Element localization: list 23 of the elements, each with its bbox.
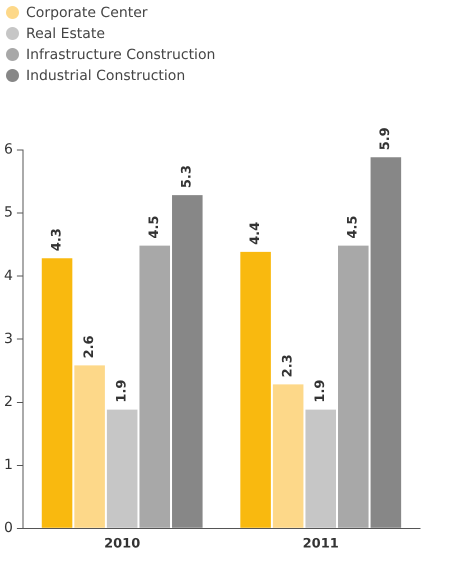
legend-label: Corporate Center	[26, 4, 148, 20]
y-tick-label: 0	[4, 520, 13, 536]
data-label: 1.9	[313, 380, 328, 403]
data-label: 4.3	[49, 228, 64, 252]
legend-label: Real Estate	[26, 26, 105, 42]
data-label: 4.5	[147, 216, 162, 239]
y-tick-label: 3	[4, 330, 13, 347]
y-tick-label: 4	[4, 268, 13, 284]
legend-label: Infrastructure Construction	[26, 46, 216, 62]
y-tick-label: 1	[4, 456, 13, 473]
x-tick-label: 2010	[104, 536, 140, 552]
data-label: 2.3	[280, 354, 296, 378]
x-tick-label: 2011	[302, 536, 339, 552]
data-label: 4.4	[248, 222, 263, 245]
data-label: 5.9	[378, 127, 394, 150]
legend-label: Industrial Construction	[26, 68, 186, 84]
data-label: 4.5	[346, 216, 361, 239]
y-tick-label: 6	[4, 142, 13, 158]
data-label: 5.3	[180, 165, 195, 188]
y-tick-label: 2	[4, 394, 13, 410]
data-label: 1.9	[114, 380, 130, 403]
y-tick-label: 5	[4, 204, 13, 221]
data-label: 2.6	[82, 335, 97, 358]
